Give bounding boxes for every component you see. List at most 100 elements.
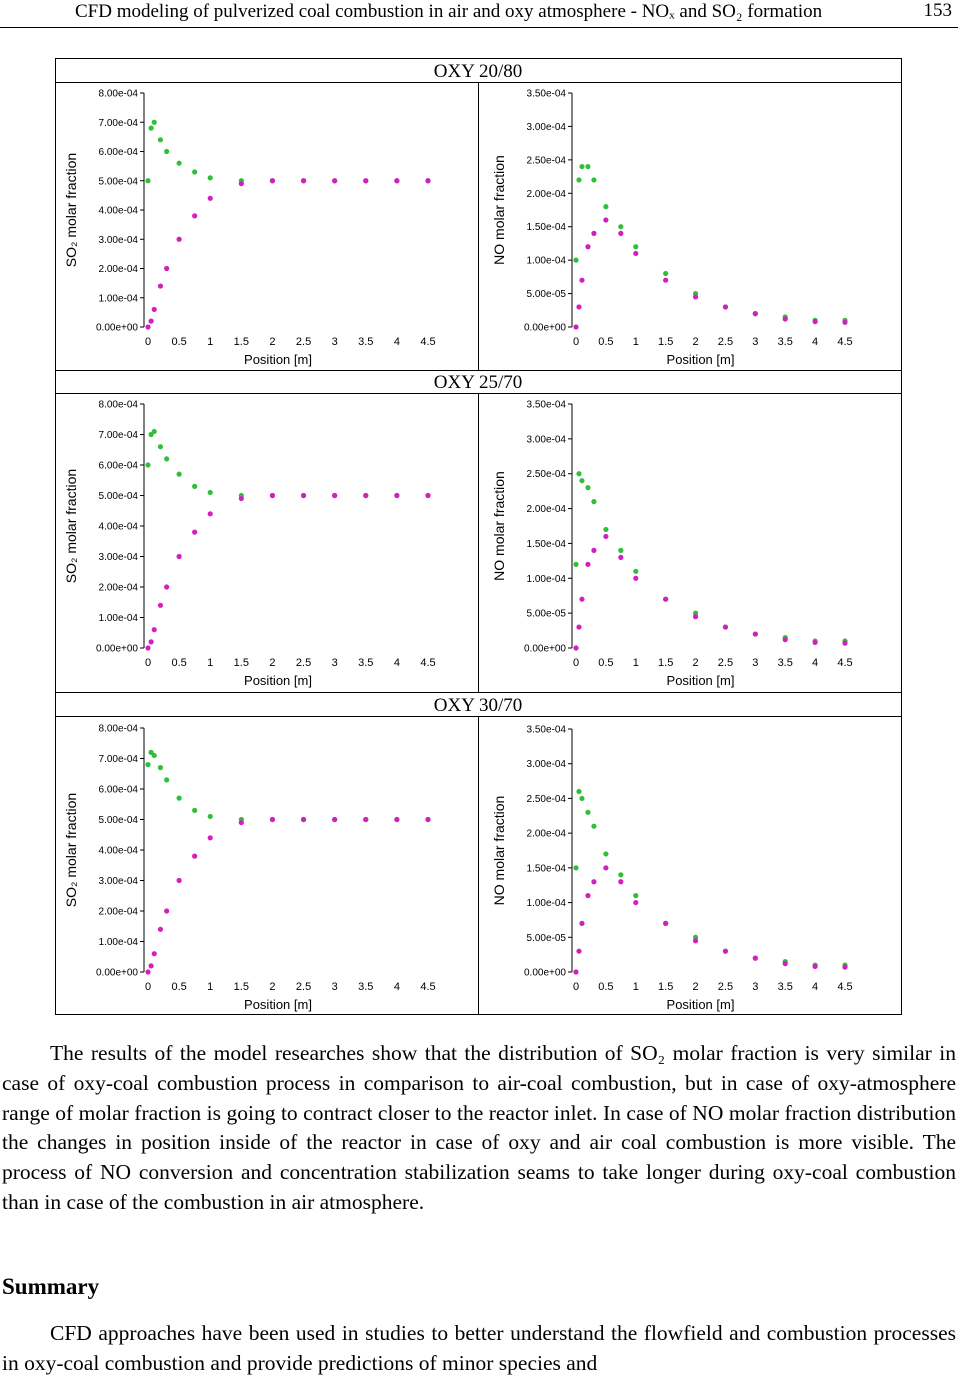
data-point	[157, 602, 164, 608]
x-tick-label: 4.5	[420, 657, 435, 669]
data-point	[752, 631, 758, 637]
data-point	[425, 816, 431, 823]
y-tick-label: 6.00e-04	[99, 461, 139, 472]
y-tick-label: 2.00e-04	[527, 189, 567, 200]
data-point	[148, 963, 154, 969]
x-tick-label: 3.5	[778, 336, 793, 348]
y-tick-label: 3.00e-04	[527, 759, 567, 770]
y-tick-label: 1.00e-04	[99, 293, 139, 304]
data-point	[145, 969, 151, 975]
data-point	[151, 752, 157, 759]
data-point	[164, 148, 170, 155]
x-tick-label: 0	[145, 336, 151, 348]
data-point	[238, 495, 244, 502]
paragraph: CFD approaches have been used in studies…	[2, 1321, 956, 1375]
page-number: 153	[923, 0, 953, 21]
data-point	[842, 640, 848, 646]
data-point	[576, 788, 582, 795]
data-point	[164, 584, 170, 590]
y-axis-label: SO₂ molar fraction	[63, 793, 79, 907]
data-point	[269, 492, 276, 499]
data-point	[192, 483, 198, 489]
x-tick-label: 4	[812, 336, 818, 348]
x-axis-label: Position [m]	[244, 352, 312, 367]
data-point	[145, 645, 151, 651]
y-tick-label: 7.00e-04	[99, 754, 139, 765]
data-point	[618, 224, 624, 230]
data-point	[192, 853, 198, 859]
data-point	[573, 865, 579, 871]
data-point	[663, 277, 669, 283]
y-tick-label: 3.50e-04	[527, 400, 567, 411]
data-point	[363, 492, 369, 499]
x-tick-label: 4	[394, 981, 400, 993]
x-tick-label: 0	[573, 657, 579, 669]
data-point	[207, 175, 213, 181]
y-tick-label: 5.00e-05	[527, 289, 567, 300]
data-point	[157, 926, 164, 932]
y-tick-label: 5.00e-05	[527, 609, 567, 620]
data-point	[812, 639, 818, 646]
y-tick-label: 6.00e-04	[99, 785, 139, 796]
y-tick-label: 1.00e-04	[99, 613, 139, 624]
data-point	[157, 444, 164, 450]
x-tick-label: 2	[692, 981, 698, 993]
data-point	[782, 637, 788, 643]
y-tick-label: 1.50e-04	[527, 863, 567, 874]
data-point	[603, 533, 609, 540]
data-point	[394, 816, 400, 823]
x-axis-label: Position [m]	[667, 997, 735, 1012]
x-tick-label: 1	[207, 657, 213, 669]
data-point	[579, 277, 585, 283]
data-point	[573, 324, 579, 330]
data-point	[663, 270, 669, 277]
x-tick-label: 3	[752, 657, 758, 669]
data-point	[300, 816, 307, 823]
y-tick-label: 2.50e-04	[527, 794, 567, 805]
y-tick-label: 1.00e-04	[527, 256, 567, 267]
x-tick-label: 4.5	[837, 981, 852, 993]
x-tick-label: 0	[145, 981, 151, 993]
y-axis-label: SO₂ molar fraction	[63, 153, 79, 267]
data-point	[603, 865, 609, 871]
data-point	[603, 851, 609, 857]
y-tick-label: 0.00e+00	[524, 323, 566, 334]
data-point	[207, 195, 213, 201]
data-point	[782, 316, 788, 322]
data-point	[176, 795, 182, 801]
data-point	[573, 645, 579, 651]
data-point	[238, 819, 244, 826]
data-point	[151, 627, 157, 633]
data-point	[176, 160, 182, 166]
panel-title: OXY 20/80	[434, 61, 523, 82]
data-point	[176, 236, 182, 242]
data-point	[692, 294, 699, 300]
y-tick-label: 2.00e-04	[527, 829, 567, 840]
x-tick-label: 2.5	[718, 336, 733, 348]
x-tick-label: 2.5	[718, 657, 733, 669]
data-point	[585, 561, 591, 567]
data-point	[151, 306, 157, 313]
y-tick-label: 0.00e+00	[96, 323, 138, 334]
y-tick-label: 3.50e-04	[527, 89, 567, 100]
data-point	[151, 951, 157, 957]
x-tick-label: 3.5	[358, 981, 373, 993]
data-point	[752, 311, 758, 317]
data-point	[579, 478, 585, 484]
y-tick-label: 1.50e-04	[527, 539, 567, 550]
data-point	[157, 283, 164, 289]
y-tick-label: 0.00e+00	[524, 644, 566, 655]
y-tick-label: 2.50e-04	[527, 155, 567, 166]
y-tick-label: 1.50e-04	[527, 222, 567, 233]
data-point	[603, 526, 609, 533]
data-point	[192, 807, 198, 813]
x-tick-label: 3	[332, 657, 338, 669]
data-point	[425, 178, 431, 184]
x-axis-label: Position [m]	[667, 673, 735, 688]
data-point	[603, 217, 609, 223]
x-tick-label: 2.5	[296, 336, 311, 348]
data-point	[603, 204, 609, 210]
running-title: CFD modeling of pulverized coal combusti…	[75, 1, 823, 22]
data-point	[663, 920, 669, 927]
